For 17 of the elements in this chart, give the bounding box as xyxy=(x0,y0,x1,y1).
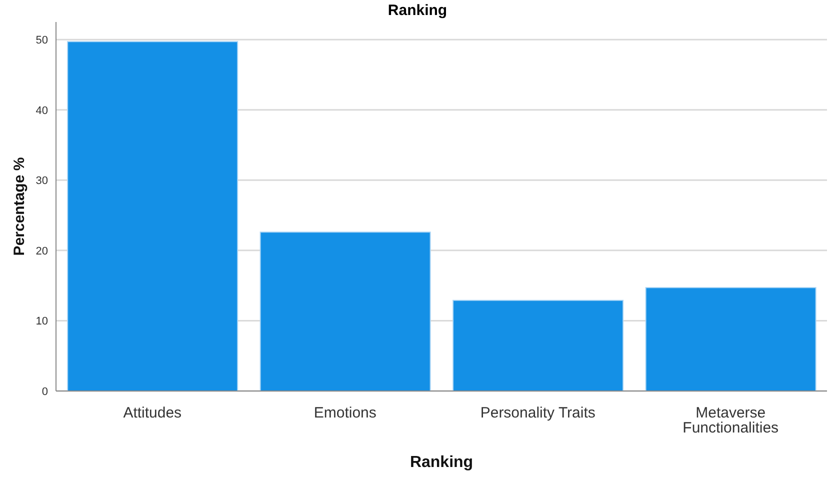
y-tick-label: 50 xyxy=(36,34,48,46)
x-axis-title: Ranking xyxy=(410,454,474,471)
chart-title: Ranking xyxy=(386,2,448,19)
bar xyxy=(645,287,816,391)
x-tick-label: Personality Traits xyxy=(480,404,596,422)
bar xyxy=(260,232,431,391)
y-tick-label: 10 xyxy=(36,316,48,328)
x-tick-label: Emotions xyxy=(314,404,376,422)
x-tick-label: Attitudes xyxy=(123,404,182,422)
y-tick-label: 40 xyxy=(36,104,48,117)
bar xyxy=(67,41,238,391)
x-tick-label: Metaverse Functionalities xyxy=(682,404,779,437)
y-axis-title: Percentage % xyxy=(10,157,28,256)
y-tick-label: 0 xyxy=(42,386,48,398)
y-tick-label: 30 xyxy=(36,175,48,188)
y-tick-label: 20 xyxy=(36,245,48,258)
bar xyxy=(452,300,624,391)
